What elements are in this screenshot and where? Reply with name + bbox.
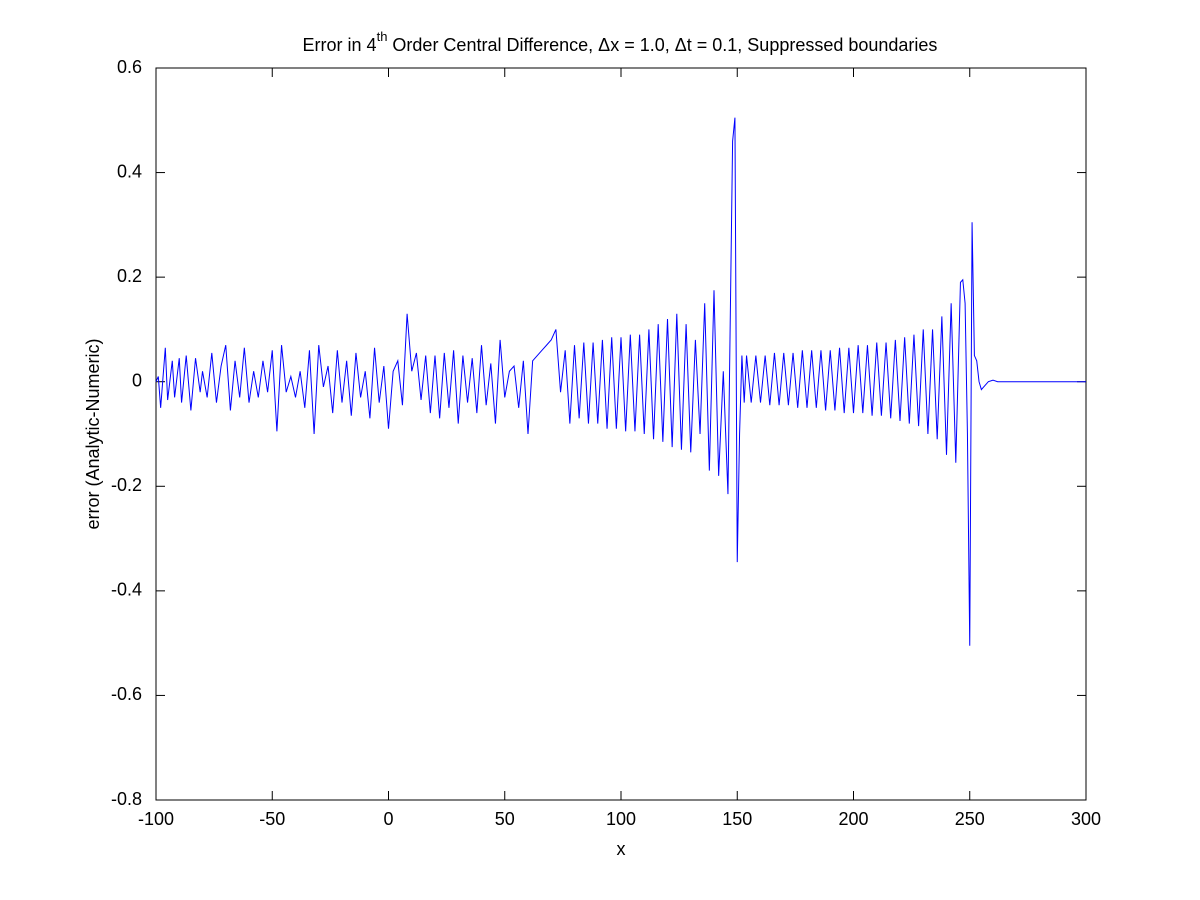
x-axis-label: x xyxy=(617,839,626,859)
x-tick-label: -50 xyxy=(259,809,285,829)
y-tick-label: -0.6 xyxy=(111,684,142,704)
x-tick-label: 200 xyxy=(838,809,868,829)
y-tick-label: 0.2 xyxy=(117,266,142,286)
x-tick-label: 150 xyxy=(722,809,752,829)
chart-title: Error in 4th Order Central Difference, Δ… xyxy=(303,29,938,54)
x-tick-label: 300 xyxy=(1071,809,1101,829)
x-tick-label: 250 xyxy=(955,809,985,829)
y-tick-label: 0.6 xyxy=(117,57,142,77)
y-tick-label: -0.4 xyxy=(111,580,142,600)
y-axis-label: error (Analytic-Numeric) xyxy=(83,338,103,529)
title-superscript: th xyxy=(377,29,388,44)
data-line xyxy=(155,117,1086,646)
y-tick-label: 0 xyxy=(132,370,142,390)
title-main: Error in 4 xyxy=(303,35,377,55)
x-tick-label: 50 xyxy=(495,809,515,829)
x-tick-label: -100 xyxy=(138,809,174,829)
y-tick-label: -0.8 xyxy=(111,789,142,809)
x-tick-label: 0 xyxy=(383,809,393,829)
title-rest: Order Central Difference, Δx = 1.0, Δt =… xyxy=(387,35,937,55)
y-tick-label: -0.2 xyxy=(111,475,142,495)
y-tick-label: 0.4 xyxy=(117,161,142,181)
x-tick-label: 100 xyxy=(606,809,636,829)
